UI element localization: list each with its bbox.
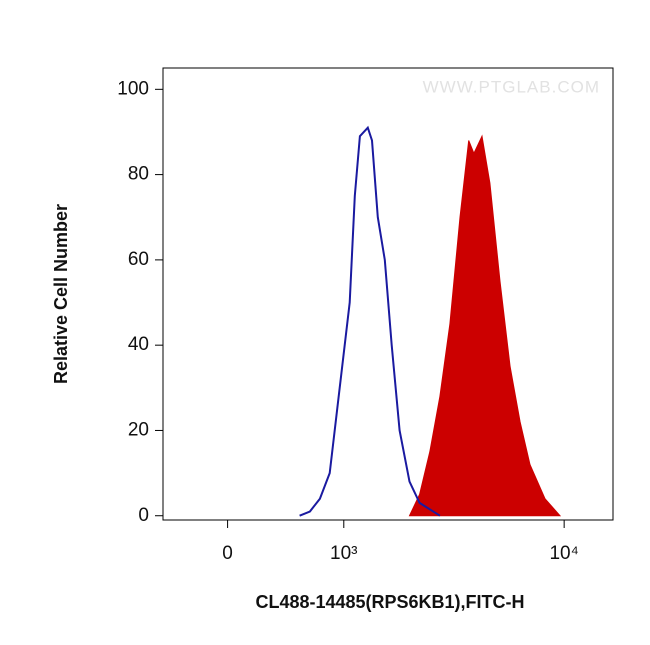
plot-frame: [162, 67, 614, 521]
y-tick-label: 0: [138, 505, 149, 526]
filled-histogram: [408, 134, 562, 517]
x-axis-title: CL488-14485(RPS6KB1),FITC-H: [255, 592, 524, 612]
y-tick-label: 100: [117, 78, 149, 99]
y-tick-label: 80: [128, 164, 149, 185]
x-tick-label: 10⁴: [549, 543, 578, 564]
y-tick-label: 20: [128, 419, 149, 440]
watermark: WWW.PTGLAB.COM: [423, 77, 600, 96]
y-tick-label: 60: [128, 249, 149, 270]
histogram-line: [299, 125, 441, 517]
y-axis-title: Relative Cell Number: [51, 204, 71, 384]
x-tick-label: 10³: [330, 543, 357, 564]
y-tick-label: 40: [128, 334, 149, 355]
x-tick-label: 0: [222, 543, 233, 564]
